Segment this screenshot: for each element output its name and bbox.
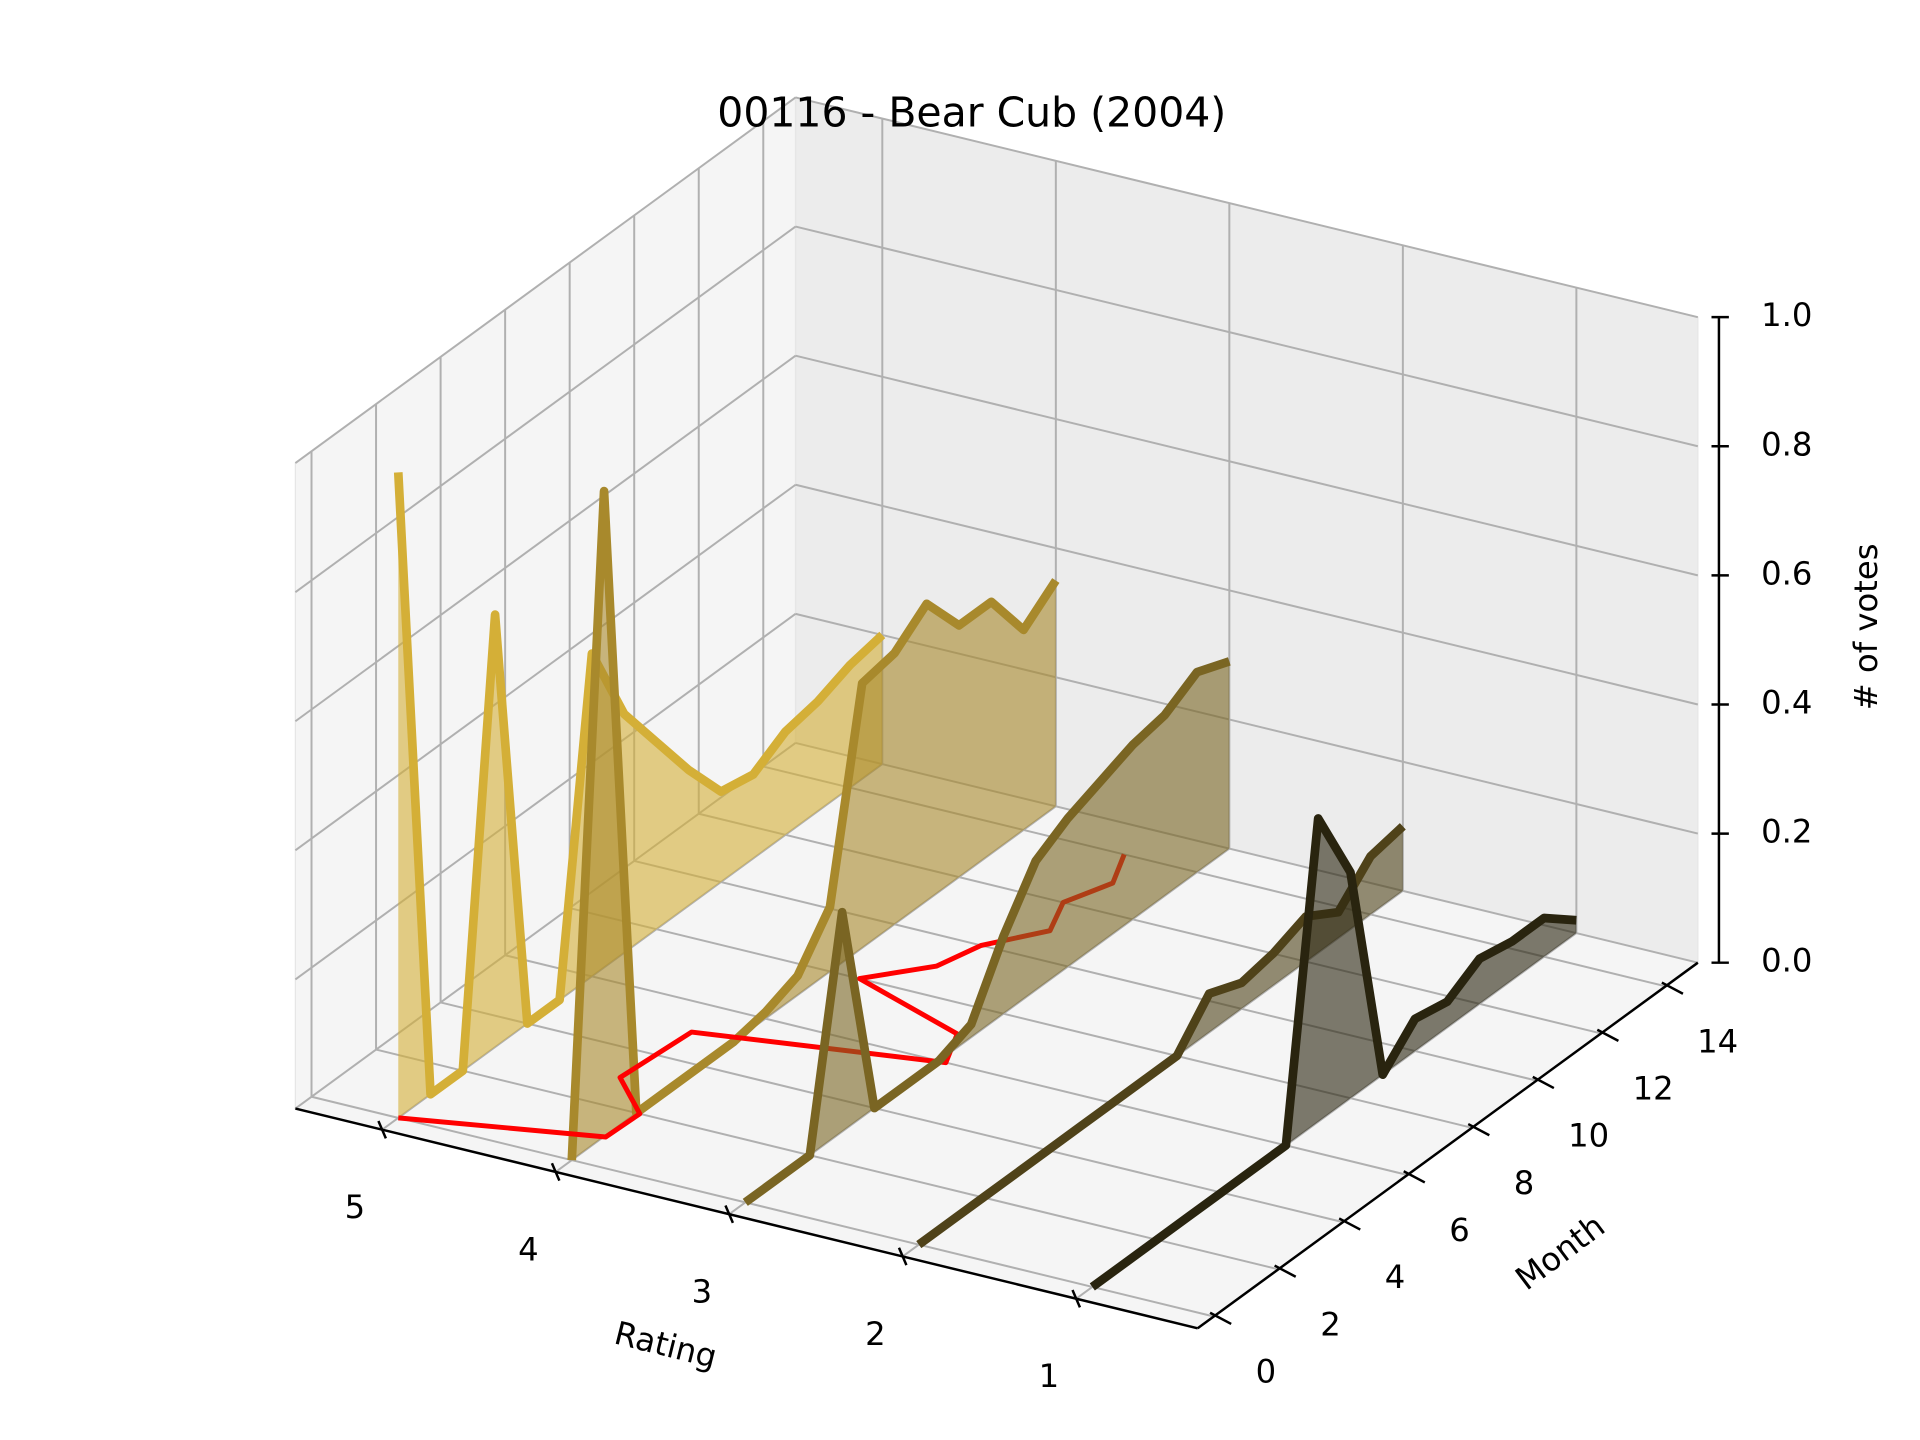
y-tick-label: 0 <box>1256 1353 1277 1391</box>
grid-line <box>294 96 797 464</box>
x-tick-label: 4 <box>518 1230 539 1268</box>
y-tick <box>1467 1122 1490 1137</box>
series-line <box>393 472 886 1099</box>
y-tick-label: 4 <box>1385 1258 1406 1296</box>
grid-line <box>633 859 1537 1082</box>
grid-line <box>294 354 797 723</box>
z-tick-label: 0.4 <box>1761 683 1812 721</box>
z-tick-label: 0.8 <box>1761 425 1812 463</box>
x-tick-label: 1 <box>1039 1357 1060 1395</box>
y-tick-label: 14 <box>1697 1022 1738 1060</box>
z-tick-label: 1.0 <box>1761 296 1812 334</box>
z-axis-label: # of votes <box>1847 543 1885 710</box>
x-tick <box>550 1162 561 1182</box>
area-fill <box>571 491 1056 1161</box>
grid-line <box>294 613 797 981</box>
grid-line <box>294 225 797 593</box>
chart-title: 00116 - Bear Cub (2004) <box>717 88 1226 136</box>
y-tick-label: 8 <box>1514 1164 1535 1202</box>
y-tick <box>1532 1075 1555 1090</box>
z-tick-label: 0.2 <box>1761 813 1812 851</box>
y-tick-label: 10 <box>1568 1117 1609 1155</box>
x-tick-label: 2 <box>865 1315 886 1353</box>
area-fill <box>1092 818 1577 1287</box>
z-tick-label: 0.0 <box>1761 942 1812 980</box>
y-tick <box>1403 1170 1426 1184</box>
y-tick-label: 6 <box>1449 1211 1470 1249</box>
grid-line <box>795 483 1699 706</box>
grid-line <box>795 225 1699 448</box>
y-tick <box>1274 1264 1297 1278</box>
x-tick <box>377 1120 388 1139</box>
grid-line <box>504 954 1408 1176</box>
x-tick-label: 5 <box>345 1188 366 1226</box>
x-tick-label: 3 <box>692 1273 713 1311</box>
y-tick-label: 2 <box>1320 1305 1341 1343</box>
series-line <box>742 657 1231 1206</box>
y-axis <box>1196 961 1699 1330</box>
x-axis <box>295 1107 1198 1330</box>
y-tick <box>1209 1311 1232 1326</box>
series-line <box>1089 814 1577 1291</box>
y-axis-label: Month <box>1508 1207 1612 1298</box>
grid-line <box>311 1095 1215 1318</box>
y-tick <box>1338 1217 1361 1231</box>
x-tick <box>724 1205 735 1224</box>
x-axis-label: Rating <box>611 1314 721 1376</box>
series-line <box>567 486 1060 1161</box>
grid-line <box>795 354 1699 577</box>
y-tick <box>1596 1028 1619 1042</box>
y-tick-label: 12 <box>1633 1070 1674 1108</box>
grid-line <box>294 483 797 852</box>
x-tick <box>897 1247 908 1266</box>
grid-line <box>795 96 1699 319</box>
z-tick-label: 0.6 <box>1761 554 1812 592</box>
y-tick <box>1661 981 1684 995</box>
x-tick <box>1071 1289 1082 1308</box>
grid-line <box>375 1048 1279 1271</box>
